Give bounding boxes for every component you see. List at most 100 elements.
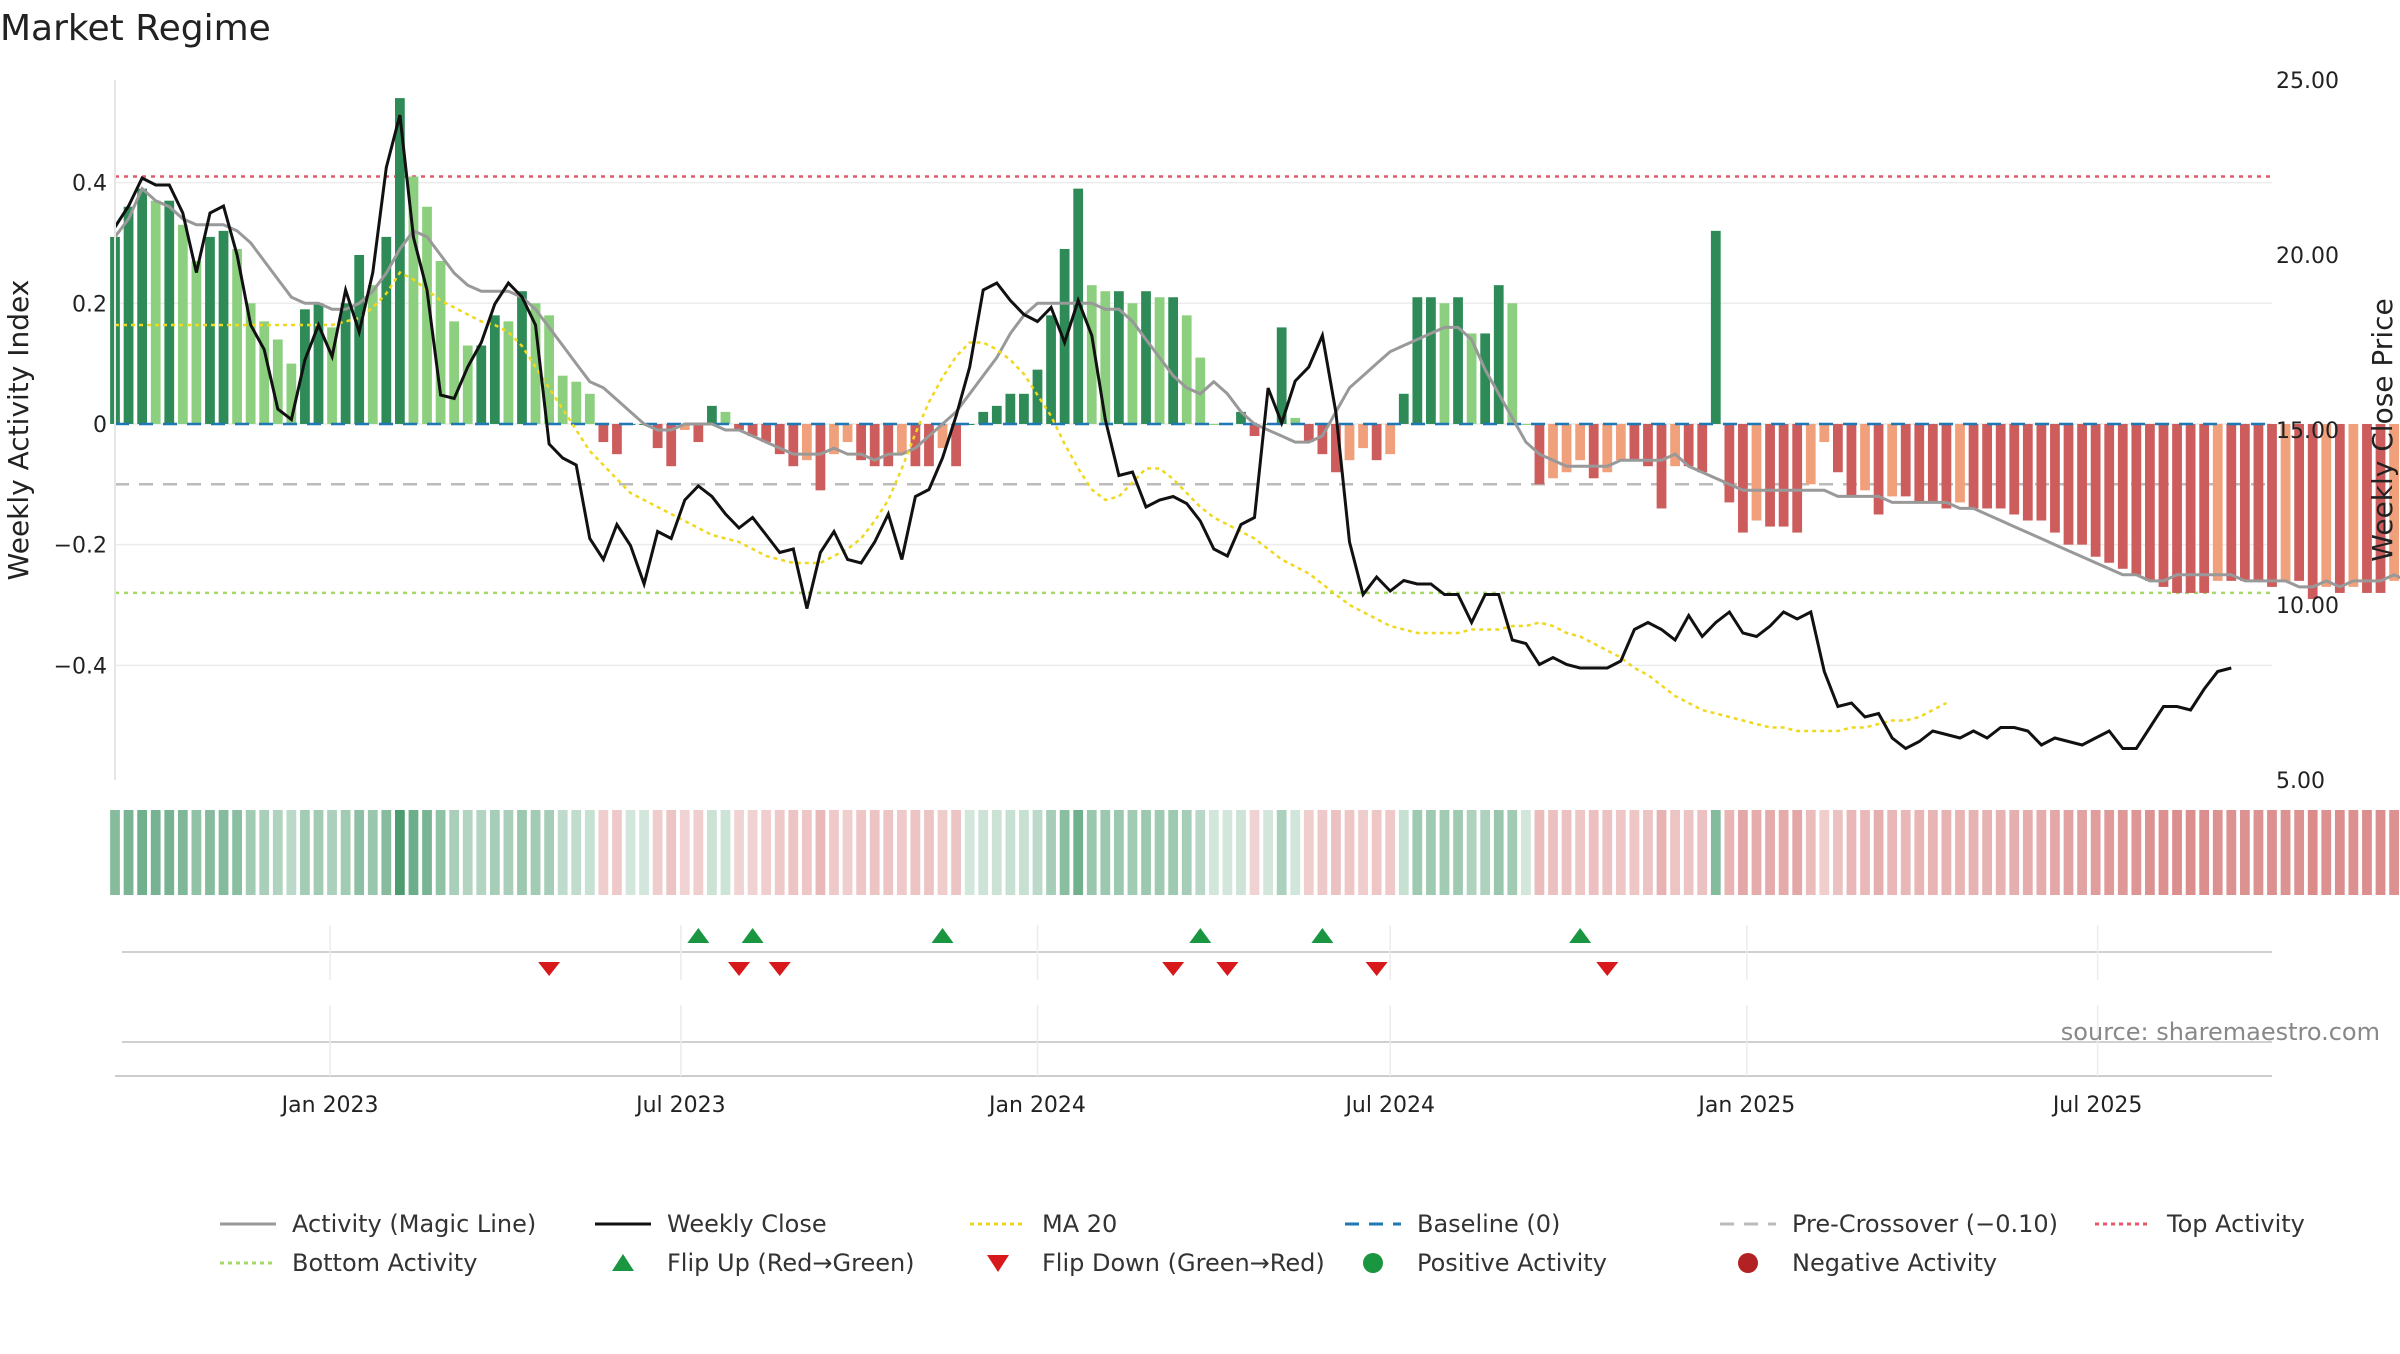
regime-cell xyxy=(327,810,337,895)
regime-cell xyxy=(1955,810,1965,895)
regime-cell xyxy=(1168,810,1179,895)
regime-cell xyxy=(652,810,663,895)
activity-bar xyxy=(1276,327,1287,424)
activity-bar xyxy=(517,291,527,424)
activity-bar xyxy=(1480,333,1491,424)
regime-cell xyxy=(951,810,961,895)
y-right-tick-label: 20.00 xyxy=(2276,244,2339,269)
regime-cell xyxy=(720,810,731,895)
regime-cell xyxy=(1588,810,1599,895)
activity-bar xyxy=(1344,423,1355,461)
x-axis: Jan 2023 Jul 2023 Jan 2024 Jul 2024 Jan 2025… xyxy=(115,925,2272,1118)
regime-cell xyxy=(2389,810,2399,895)
regime-cell xyxy=(1222,810,1233,895)
regime-cell xyxy=(707,810,717,895)
x-tick-label: Jan 2024 xyxy=(987,1093,1086,1118)
flip-down-marker xyxy=(538,962,561,976)
regime-cell xyxy=(2362,810,2372,895)
regime-cell xyxy=(259,810,270,895)
regime-cell xyxy=(2077,810,2087,895)
activity-bar xyxy=(2375,423,2386,593)
regime-cell xyxy=(1805,810,1816,895)
flip-down-marker xyxy=(1365,962,1388,976)
regime-cell xyxy=(1833,810,1843,895)
regime-cell xyxy=(1941,810,1952,895)
regime-cell xyxy=(829,810,839,895)
activity-bar xyxy=(476,345,487,424)
activity-bar xyxy=(489,315,500,424)
activity-bar xyxy=(2212,423,2223,581)
regime-cell xyxy=(2375,810,2386,895)
regime-cell xyxy=(408,810,419,895)
regime-cell xyxy=(286,810,297,895)
regime-cell xyxy=(2307,810,2318,895)
regime-cell xyxy=(1819,810,1830,895)
regime-cell xyxy=(1927,810,1938,895)
activity-bar xyxy=(2321,423,2332,587)
activity-bar xyxy=(1629,423,1640,461)
regime-cell xyxy=(503,810,514,895)
y-left-tick-label: 0 xyxy=(93,413,107,438)
activity-bar xyxy=(1114,291,1124,424)
regime-cell xyxy=(1520,810,1531,895)
axes: 0.4 0.2 0 −0.2 −0.4 25.00 20.00 15.00 10.00 5.00 W… xyxy=(2,69,2399,794)
activity-bar xyxy=(1602,423,1613,473)
activity-bar xyxy=(2036,423,2047,521)
regime-cell xyxy=(2063,810,2074,895)
regime-cell xyxy=(1208,810,1219,895)
activity-bar xyxy=(1195,357,1206,424)
activity-bar xyxy=(2009,423,2020,515)
regime-cell xyxy=(2280,810,2291,895)
regime-cell xyxy=(150,810,161,895)
activity-bar xyxy=(2267,423,2277,587)
activity-bar xyxy=(150,200,161,424)
activity-bar xyxy=(1873,423,1884,515)
activity-bar xyxy=(1941,423,1952,509)
activity-bar xyxy=(679,423,690,430)
activity-bar xyxy=(1900,423,1911,497)
legend: Activity (Magic Line) Weekly Close MA 20 Ba… xyxy=(220,1210,2305,1277)
regime-cell xyxy=(1019,810,1029,895)
regime-cell xyxy=(1561,810,1572,895)
legend-label: Baseline (0) xyxy=(1417,1210,1560,1238)
chart-title: Market Regime xyxy=(0,8,271,49)
regime-cell xyxy=(801,810,812,895)
activity-bar xyxy=(584,393,595,424)
activity-bar xyxy=(2389,423,2399,581)
activity-bar xyxy=(2172,423,2182,593)
activity-bar xyxy=(1955,423,1965,503)
regime-cell xyxy=(1059,810,1070,895)
activity-bar xyxy=(1995,423,2006,509)
activity-bar xyxy=(1738,423,1748,533)
regime-cell xyxy=(1398,810,1409,895)
regime-cell xyxy=(1412,810,1423,895)
regime-cell xyxy=(1290,810,1301,895)
y-left-tick-label: −0.2 xyxy=(54,534,107,559)
activity-bar xyxy=(1453,297,1463,424)
regime-cell xyxy=(1426,810,1436,895)
activity-bar xyxy=(666,423,677,467)
activity-bar xyxy=(652,423,663,449)
legend-label: Negative Activity xyxy=(1792,1249,1997,1277)
activity-bar xyxy=(1683,423,1694,467)
activity-bar xyxy=(2253,423,2264,581)
magic-line xyxy=(113,186,2400,589)
regime-cell xyxy=(2104,810,2115,895)
activity-bar xyxy=(1561,423,1572,473)
activity-bar xyxy=(557,375,568,424)
regime-cell xyxy=(1670,810,1680,895)
activity-bar xyxy=(245,303,256,424)
legend-label: Weekly Close xyxy=(667,1210,827,1238)
activity-bar xyxy=(1141,291,1151,424)
regime-cell xyxy=(991,810,1002,895)
regime-cell xyxy=(883,810,894,895)
regime-cell xyxy=(1317,810,1328,895)
activity-bar xyxy=(2090,423,2101,557)
y-right-axis-label: Weekly Close Price xyxy=(2366,298,2399,561)
activity-bar xyxy=(232,248,242,424)
activity-bar xyxy=(1548,423,1558,479)
regime-cell xyxy=(557,810,568,895)
flip-down-marker xyxy=(1596,962,1619,976)
activity-bar xyxy=(123,206,134,424)
